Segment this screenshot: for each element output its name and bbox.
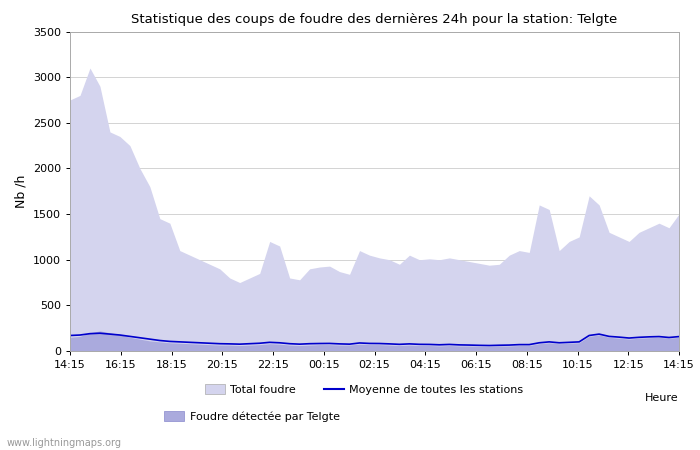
Text: www.lightningmaps.org: www.lightningmaps.org xyxy=(7,438,122,448)
Legend: Total foudre, Moyenne de toutes les stations: Total foudre, Moyenne de toutes les stat… xyxy=(200,380,528,400)
Title: Statistique des coups de foudre des dernières 24h pour la station: Telgte: Statistique des coups de foudre des dern… xyxy=(132,13,617,26)
Text: Heure: Heure xyxy=(645,392,679,403)
Legend: Foudre détectée par Telgte: Foudre détectée par Telgte xyxy=(160,407,344,427)
Y-axis label: Nb /h: Nb /h xyxy=(14,175,27,208)
